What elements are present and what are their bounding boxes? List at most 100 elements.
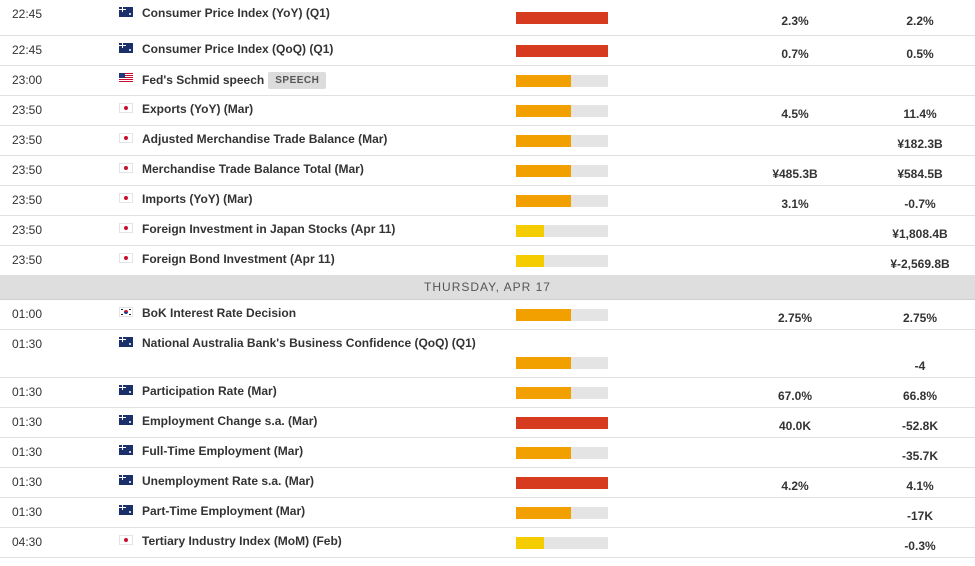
event-row[interactable]: 22:45 Consumer Price Index (YoY) (Q1) 2.… xyxy=(0,0,975,36)
event-title-cell: Part-Time Employment (Mar) xyxy=(142,504,305,518)
impact-meter xyxy=(516,417,608,429)
impact-meter-fill xyxy=(516,477,608,489)
impact-meter-fill xyxy=(516,417,608,429)
event-row[interactable]: 23:50 Foreign Investment in Japan Stocks… xyxy=(0,216,975,246)
event-title[interactable]: BoK Interest Rate Decision xyxy=(142,306,297,320)
event-time: 01:30 xyxy=(12,337,43,351)
event-title-cell: Full-Time Employment (Mar) xyxy=(142,444,303,458)
japan-flag-icon xyxy=(119,133,133,143)
event-row[interactable]: 23:50 Foreign Bond Investment (Apr 11) ¥… xyxy=(0,246,975,276)
event-time: 01:30 xyxy=(12,475,43,489)
event-row[interactable]: 01:30 Unemployment Rate s.a. (Mar) 4.2% … xyxy=(0,468,975,498)
event-title[interactable]: Fed's Schmid speech xyxy=(142,73,265,87)
event-title[interactable]: Foreign Bond Investment (Apr 11) xyxy=(142,252,335,266)
event-title[interactable]: Exports (YoY) (Mar) xyxy=(142,102,254,116)
actual-value: 40.0K xyxy=(778,419,812,433)
event-row[interactable]: 01:30 Employment Change s.a. (Mar) 40.0K… xyxy=(0,408,975,438)
impact-meter xyxy=(516,309,608,321)
previous-value: ¥182.3B xyxy=(897,137,943,151)
japan-flag-icon xyxy=(119,535,133,545)
impact-meter-fill xyxy=(516,309,572,321)
event-time: 01:30 xyxy=(12,505,43,519)
impact-meter xyxy=(516,387,608,399)
event-row[interactable]: 01:00 BoK Interest Rate Decision 2.75% 2… xyxy=(0,300,975,330)
event-title[interactable]: Participation Rate (Mar) xyxy=(142,384,277,398)
previous-value: ¥584.5B xyxy=(897,167,943,181)
actual-value: 2.75% xyxy=(777,311,813,325)
previous-value: -17K xyxy=(906,509,933,523)
event-row[interactable]: 01:30 National Australia Bank's Business… xyxy=(0,330,975,378)
event-row[interactable]: 01:30 Part-Time Employment (Mar) -17K xyxy=(0,498,975,528)
event-time: 23:50 xyxy=(12,193,43,207)
event-title-cell: BoK Interest Rate Decision xyxy=(142,306,296,320)
event-row[interactable]: 22:45 Consumer Price Index (QoQ) (Q1) 0.… xyxy=(0,36,975,66)
actual-value: 4.5% xyxy=(781,107,809,121)
australia-flag-icon xyxy=(119,7,133,17)
japan-flag-icon xyxy=(119,103,133,113)
event-list-wednesday: 22:45 Consumer Price Index (YoY) (Q1) 2.… xyxy=(0,0,975,276)
event-title-cell: Consumer Price Index (YoY) (Q1) xyxy=(142,6,330,20)
impact-meter xyxy=(516,537,608,549)
event-title[interactable]: Full-Time Employment (Mar) xyxy=(142,444,304,458)
event-title[interactable]: Part-Time Employment (Mar) xyxy=(142,504,306,518)
impact-meter-fill xyxy=(516,135,572,147)
previous-value: -35.7K xyxy=(901,449,939,463)
event-row[interactable]: 04:30 Tertiary Industry Index (MoM) (Feb… xyxy=(0,528,975,558)
actual-value: 67.0% xyxy=(777,389,813,403)
australia-flag-icon xyxy=(119,475,133,485)
impact-meter xyxy=(516,477,608,489)
event-row[interactable]: 23:50 Exports (YoY) (Mar) 4.5% 11.4% xyxy=(0,96,975,126)
impact-meter xyxy=(516,12,608,24)
previous-value: 0.5% xyxy=(906,47,934,61)
previous-value: 4.1% xyxy=(906,479,934,493)
event-title-cell: Employment Change s.a. (Mar) xyxy=(142,414,317,428)
event-time: 22:45 xyxy=(12,7,43,21)
impact-meter-fill xyxy=(516,75,572,87)
event-title[interactable]: Imports (YoY) (Mar) xyxy=(142,192,253,206)
event-time: 01:30 xyxy=(12,445,43,459)
event-title-cell: Merchandise Trade Balance Total (Mar) xyxy=(142,162,364,176)
event-title[interactable]: Tertiary Industry Index (MoM) (Feb) xyxy=(142,534,342,548)
previous-value: 2.75% xyxy=(902,311,938,325)
event-row[interactable]: 01:30 Full-Time Employment (Mar) -35.7K xyxy=(0,438,975,468)
impact-meter-fill xyxy=(516,537,544,549)
event-row[interactable]: 23:00 Fed's Schmid speech SPEECH xyxy=(0,66,975,96)
event-title[interactable]: Consumer Price Index (YoY) (Q1) xyxy=(142,6,330,20)
australia-flag-icon xyxy=(119,445,133,455)
event-row[interactable]: 23:50 Merchandise Trade Balance Total (M… xyxy=(0,156,975,186)
event-title[interactable]: Adjusted Merchandise Trade Balance (Mar) xyxy=(142,132,388,146)
previous-value: 2.2% xyxy=(906,14,934,28)
actual-value: 3.1% xyxy=(781,197,809,211)
previous-value: -4 xyxy=(914,359,926,373)
impact-meter xyxy=(516,357,608,369)
event-row[interactable]: 23:50 Imports (YoY) (Mar) 3.1% -0.7% xyxy=(0,186,975,216)
event-title[interactable]: Employment Change s.a. (Mar) xyxy=(142,414,318,428)
event-row[interactable]: 01:30 Participation Rate (Mar) 67.0% 66.… xyxy=(0,378,975,408)
event-title[interactable]: Merchandise Trade Balance Total (Mar) xyxy=(142,162,364,176)
impact-meter-fill xyxy=(516,507,572,519)
event-title-cell: Consumer Price Index (QoQ) (Q1) xyxy=(142,42,333,56)
impact-meter xyxy=(516,507,608,519)
impact-meter xyxy=(516,447,608,459)
event-title[interactable]: Unemployment Rate s.a. (Mar) xyxy=(142,474,315,488)
event-title-cell: Unemployment Rate s.a. (Mar) xyxy=(142,474,314,488)
australia-flag-icon xyxy=(119,337,133,347)
event-title[interactable]: National Australia Bank's Business Confi… xyxy=(142,336,476,350)
event-title-cell: National Australia Bank's Business Confi… xyxy=(142,336,476,350)
event-time: 23:00 xyxy=(12,73,43,87)
event-time: 01:00 xyxy=(12,307,43,321)
impact-meter xyxy=(516,255,608,267)
australia-flag-icon xyxy=(119,43,133,53)
event-time: 04:30 xyxy=(12,535,43,549)
japan-flag-icon xyxy=(119,193,133,203)
impact-meter xyxy=(516,75,608,87)
event-list-thursday: 01:00 BoK Interest Rate Decision 2.75% 2… xyxy=(0,300,975,558)
event-row[interactable]: 23:50 Adjusted Merchandise Trade Balance… xyxy=(0,126,975,156)
event-time: 22:45 xyxy=(12,43,43,57)
event-title[interactable]: Consumer Price Index (QoQ) (Q1) xyxy=(142,42,334,56)
previous-value: -52.8K xyxy=(901,419,939,433)
event-title[interactable]: Foreign Investment in Japan Stocks (Apr … xyxy=(142,222,396,236)
impact-meter-fill xyxy=(516,225,544,237)
impact-meter-fill xyxy=(516,255,544,267)
